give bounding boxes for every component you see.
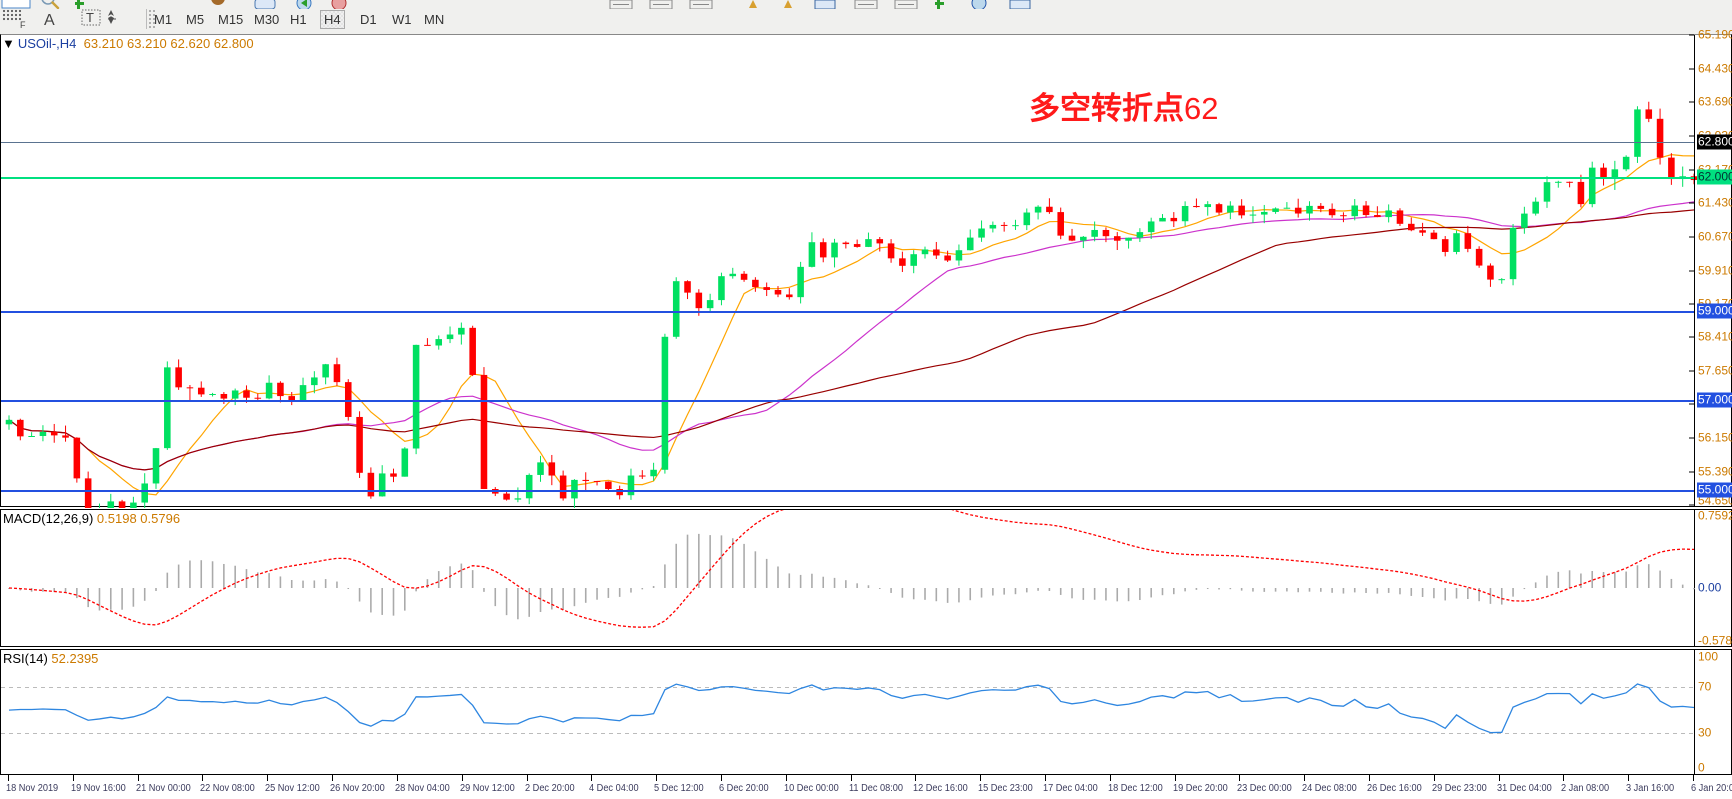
svg-text:F: F: [20, 20, 26, 29]
svg-text:T: T: [86, 10, 94, 25]
svg-text:A: A: [44, 12, 55, 29]
